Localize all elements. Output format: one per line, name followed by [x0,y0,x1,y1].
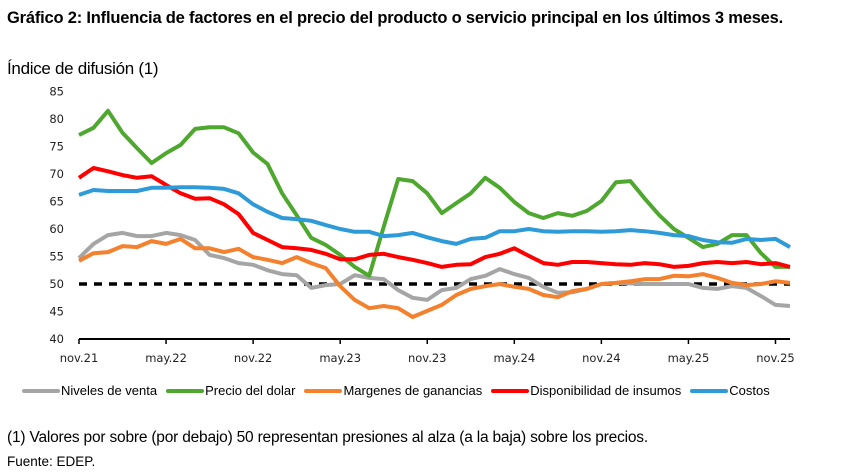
y-tick-label: 75 [49,140,64,154]
legend-item: Precio del dolar [166,383,295,398]
y-tick-label: 55 [49,250,64,264]
x-axis: nov.21 may.22 nov.22 may.23 nov.23 may.24 nov.… [60,338,795,365]
legend-swatch [690,388,729,393]
legend-item: Disponibilidad de insumos [491,383,681,398]
legend-label: Margenes de ganancias [343,383,483,398]
chart-title: Gráfico 2: Influencia de factores en el … [7,9,784,27]
legend-label: Niveles de venta [61,383,158,398]
y-tick-label: 40 [49,332,64,346]
legend-label: Precio del dolar [205,383,296,398]
series-lines [77,108,791,319]
series-line-margenes-de-ganancias [78,236,791,319]
legend-swatch [22,388,60,393]
y-tick-label: 50 [49,277,64,291]
line-chart: 40 45 50 55 60 65 70 75 80 85 nov.21 may.22 nov.22 m… [49,85,795,366]
y-tick-label: 45 [49,305,64,319]
y-tick-label: 60 [49,222,64,236]
x-tick-label: may.23 [319,351,361,365]
legend-swatch [166,388,205,393]
legend-label: Costos [729,383,770,398]
series-line-costos [78,185,791,249]
y-tick-label: 80 [49,112,64,126]
x-tick-label: nov.21 [60,351,99,365]
x-tick-label: nov.22 [234,351,273,365]
footnote: (1) Valores por sobre (por debajo) 50 re… [7,429,648,446]
legend-item: Niveles de venta [22,383,157,398]
series-line-precio-del-dolar [78,108,790,278]
legend: Niveles de venta Precio del dolar Margenes… [22,383,832,398]
y-tick-label: 85 [49,85,64,99]
y-axis-label: Índice de difusión (1) [7,59,159,78]
legend-label: Disponibilidad de insumos [530,383,682,398]
source-note: Fuente: EDEP. [7,454,96,469]
x-tick-label: nov.23 [408,351,447,365]
x-tick-label: may.24 [493,351,535,365]
y-tick-label: 65 [49,195,64,209]
x-tick-label: nov.24 [582,351,621,365]
x-tick-label: may.22 [145,351,187,365]
x-tick-label: may.25 [668,351,710,365]
y-axis-ticks: 40 45 50 55 60 65 70 75 80 85 [49,85,64,347]
legend-item: Costos [690,383,770,398]
series-line-niveles-de-venta [77,230,791,308]
y-tick-label: 70 [49,167,64,181]
series-line-disponibilidad-de-insumos [77,166,791,269]
x-tick-label: nov.25 [756,351,795,365]
legend-item: Margenes de ganancias [304,383,482,398]
legend-swatch [304,388,343,393]
legend-swatch [491,388,530,393]
